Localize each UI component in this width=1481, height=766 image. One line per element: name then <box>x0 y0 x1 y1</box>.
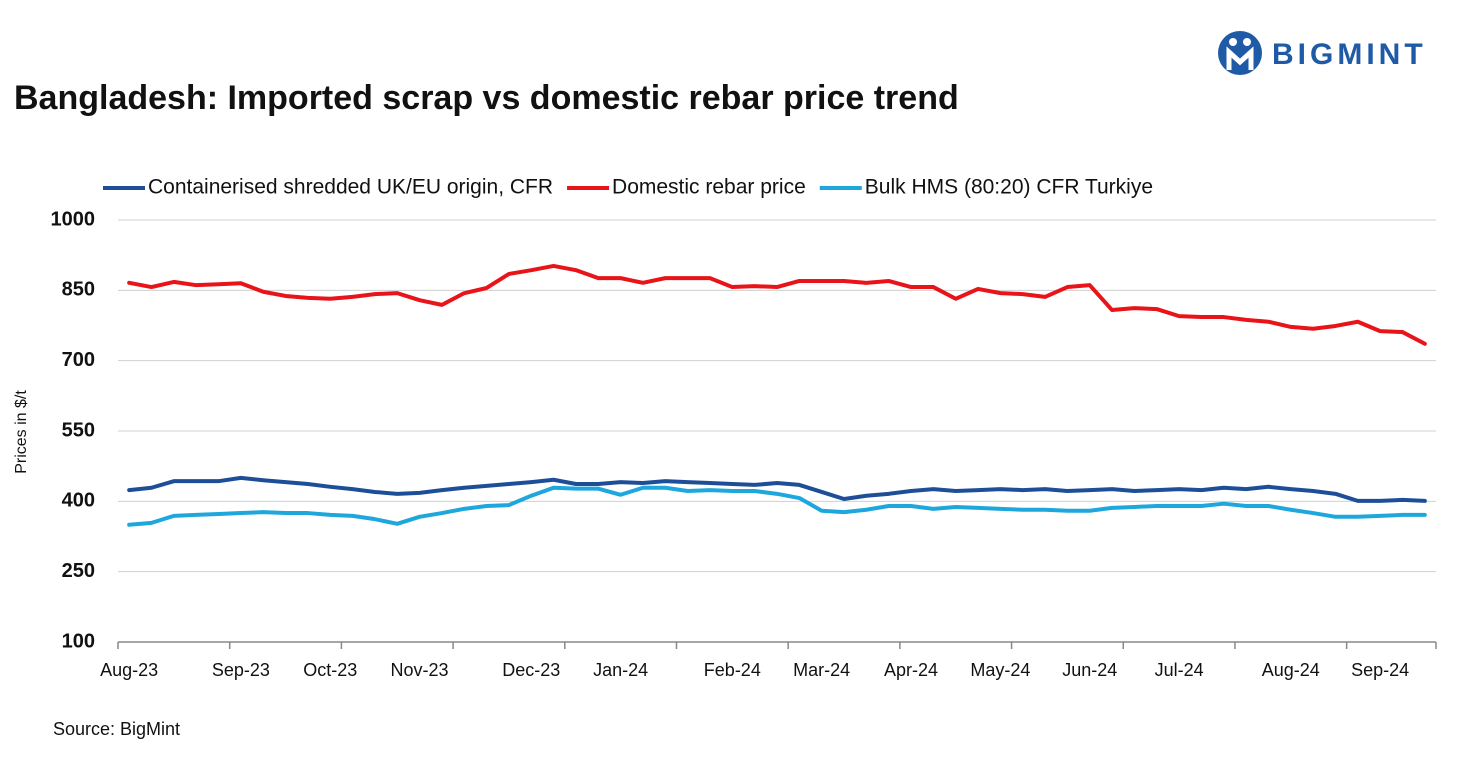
x-tick-label: Sep-23 <box>212 660 270 680</box>
y-tick-label: 850 <box>62 279 95 301</box>
legend-label: Bulk HMS (80:20) CFR Turkiye <box>865 176 1153 199</box>
series-line <box>127 263 1427 346</box>
y-tick-label: 100 <box>62 630 95 652</box>
logo-icon <box>1218 31 1262 75</box>
y-tick-label: 250 <box>62 560 95 582</box>
x-tick-label: Apr-24 <box>884 660 938 680</box>
x-tick-label: Aug-23 <box>100 660 158 680</box>
series-line <box>127 475 1427 503</box>
x-tick-label: Nov-23 <box>391 660 449 680</box>
x-tick-label: Aug-24 <box>1262 660 1320 680</box>
x-tick-label: Oct-23 <box>303 660 357 680</box>
x-tick-label: Jul-24 <box>1155 660 1204 680</box>
x-tick-label: Dec-23 <box>502 660 560 680</box>
y-axis-label: Prices in $/t <box>13 390 30 474</box>
x-tick-label: Jun-24 <box>1062 660 1117 680</box>
x-tick-label: Feb-24 <box>704 660 761 680</box>
chart-title: Bangladesh: Imported scrap vs domestic r… <box>14 79 959 117</box>
logo-icon-m <box>1226 46 1254 70</box>
y-tick-label: 550 <box>62 419 95 441</box>
y-tick-label: 700 <box>62 349 95 371</box>
x-tick-label: Jan-24 <box>593 660 648 680</box>
x-tick-label: Sep-24 <box>1351 660 1409 680</box>
legend-label: Containerised shredded UK/EU origin, CFR <box>148 176 553 199</box>
logo-icon-dot <box>1243 38 1251 46</box>
source: Source: BigMint <box>53 719 180 739</box>
logo-icon-dot <box>1229 38 1237 46</box>
y-tick-label: 400 <box>62 490 95 512</box>
logo-text: BIGMINT <box>1272 38 1427 71</box>
x-tick-label: Mar-24 <box>793 660 850 680</box>
logo: BIGMINT <box>1218 31 1427 75</box>
y-tick-label: 1000 <box>51 208 96 230</box>
series-line <box>127 485 1427 527</box>
legend: Containerised shredded UK/EU origin, CFR… <box>103 176 1153 199</box>
x-tick-label: May-24 <box>970 660 1030 680</box>
legend-label: Domestic rebar price <box>612 176 806 199</box>
